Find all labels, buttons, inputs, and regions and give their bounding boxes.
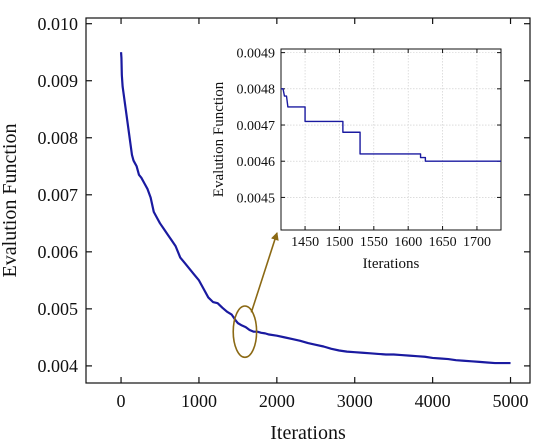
inset-plot-background [281, 49, 501, 230]
main-x-tick-label: 2000 [259, 391, 295, 411]
main-y-tick-label: 0.008 [38, 128, 79, 148]
inset-x-tick-label: 1450 [291, 235, 319, 250]
inset-x-tick-label: 1650 [429, 235, 457, 250]
main-y-tick-label: 0.009 [38, 71, 79, 91]
main-x-axis-label: Iterations [270, 422, 346, 444]
inset-x-tick-label: 1700 [463, 235, 491, 250]
inset-plot-frame [280, 48, 502, 231]
inset-y-axis-label: Evalution Function [211, 81, 227, 197]
main-plot-frame [85, 17, 531, 384]
main-y-tick-label: 0.004 [38, 356, 79, 376]
main-y-axis-label: Evalution Function [0, 124, 21, 278]
main-y-tick-label: 0.005 [38, 299, 79, 319]
inset-x-tick-label: 1500 [325, 235, 353, 250]
main-y-tick-label: 0.007 [38, 185, 79, 205]
inset-x-axis-label: Iterations [363, 256, 420, 272]
inset-y-tick-label: 0.0046 [237, 155, 276, 170]
main-x-tick-label: 1000 [181, 391, 217, 411]
zoom-arrow [250, 232, 279, 313]
inset-x-tick-label: 1600 [394, 235, 422, 250]
main-x-tick-label: 4000 [415, 391, 451, 411]
main-y-tick-label: 0.010 [38, 14, 79, 34]
main-x-tick-label: 0 [117, 391, 126, 411]
inset-y-tick-label: 0.0047 [237, 119, 276, 134]
highlight-ellipse [232, 305, 258, 359]
main-x-tick-label: 5000 [493, 391, 529, 411]
inset-y-tick-label: 0.0045 [237, 191, 276, 206]
inset-y-tick-label: 0.0049 [237, 47, 276, 62]
main-series-line-0 [119, 52, 511, 365]
inset-y-tick-label: 0.0048 [237, 83, 276, 98]
inset-series-line-0 [281, 88, 501, 162]
main-y-tick-label: 0.006 [38, 242, 79, 262]
inset-x-tick-label: 1550 [360, 235, 388, 250]
main-x-tick-label: 3000 [337, 391, 373, 411]
